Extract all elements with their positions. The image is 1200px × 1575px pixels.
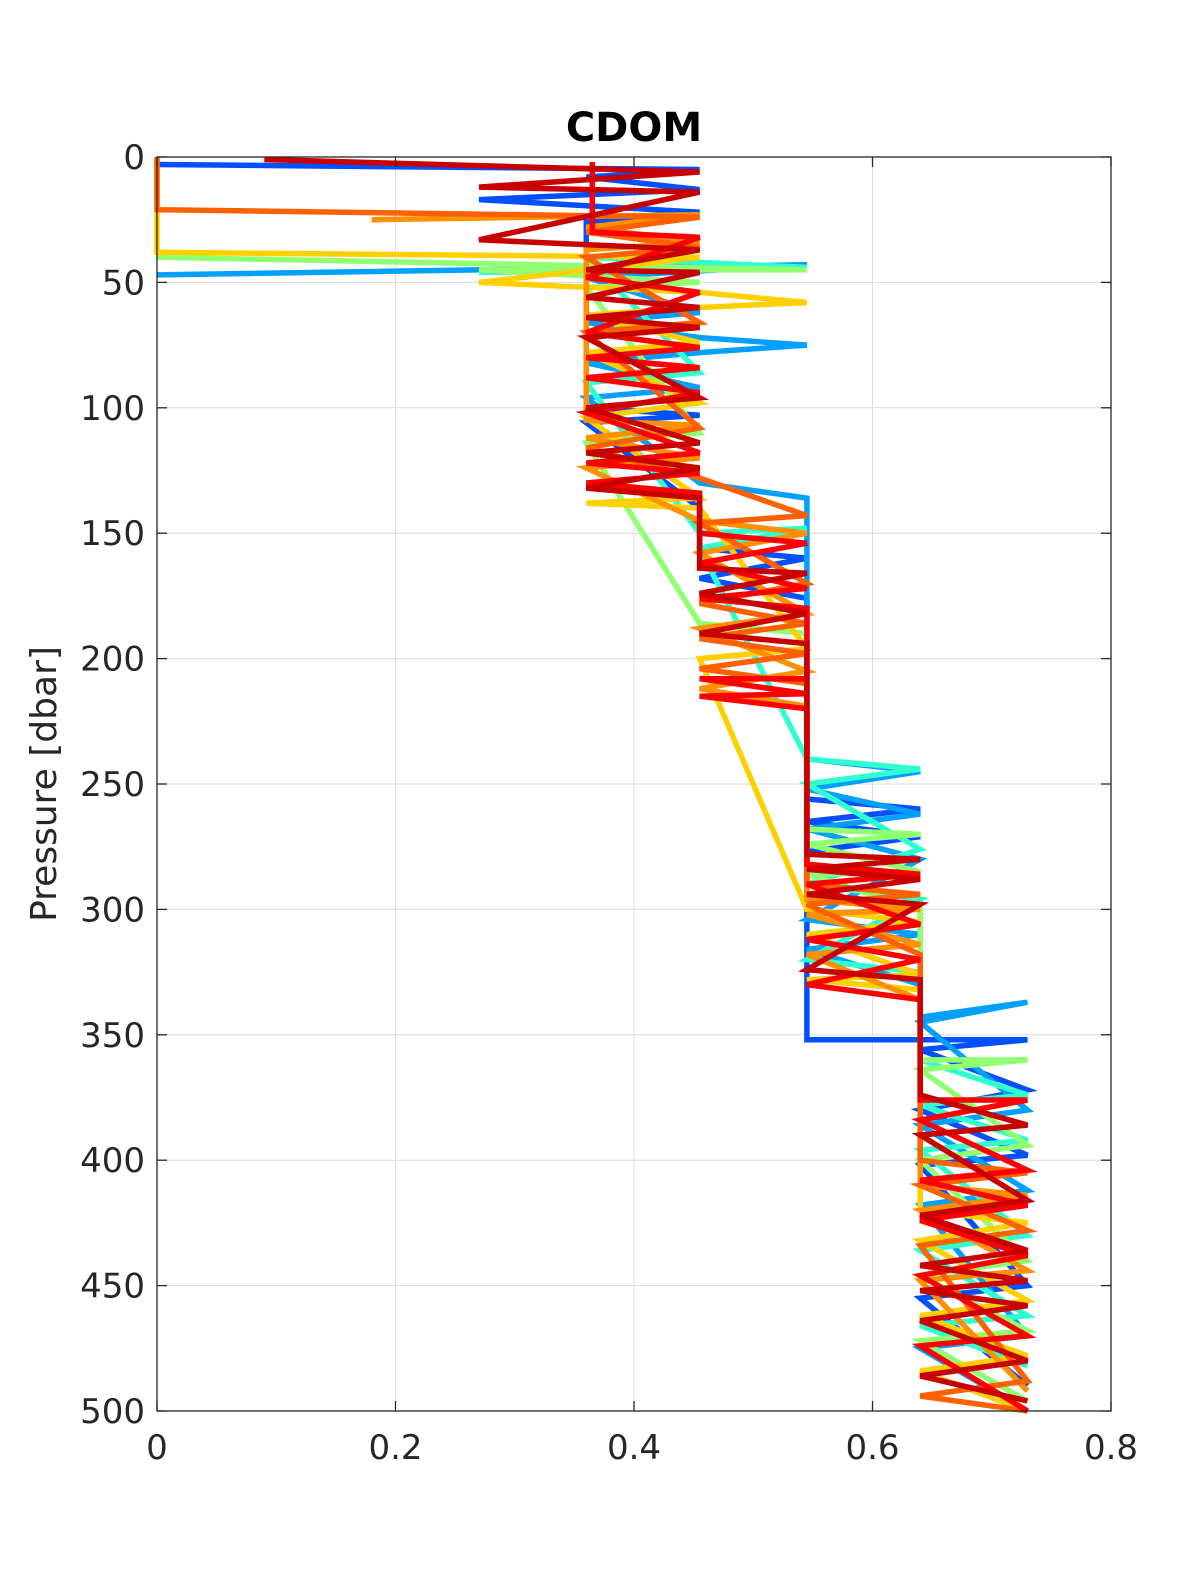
- x-tick-label: 0.4: [607, 1428, 661, 1468]
- y-tick-label: 400: [80, 1141, 145, 1181]
- y-tick-label: 250: [80, 765, 145, 805]
- y-tick-label: 500: [80, 1392, 145, 1432]
- profile-line-9: [264, 156, 1036, 1404]
- y-tick-label: 450: [80, 1267, 145, 1307]
- y-tick-label: 0: [123, 138, 145, 178]
- axis-ticks: [156, 156, 1112, 1412]
- x-tick-label: 0: [146, 1428, 168, 1468]
- chart-title: CDOM: [566, 105, 702, 151]
- y-tick-labels: 0 50 100 150 200 250 300 350 400 450 500: [80, 138, 145, 1432]
- x-tick-label: 0.6: [845, 1428, 899, 1468]
- y-tick-label: 300: [80, 890, 145, 930]
- y-axis-label: Pressure [dbar]: [24, 646, 65, 922]
- profile-line-8: [575, 162, 1038, 1414]
- y-tick-label: 50: [102, 263, 145, 303]
- x-tick-label: 0.8: [1084, 1428, 1138, 1468]
- y-tick-label: 350: [80, 1016, 145, 1056]
- data-series: [154, 156, 1038, 1414]
- x-tick-labels: 0 0.2 0.4 0.6 0.8: [146, 1428, 1138, 1468]
- y-tick-label: 100: [80, 389, 145, 429]
- profile-line-2: [156, 262, 1036, 1414]
- x-tick-label: 0.2: [368, 1428, 422, 1468]
- y-tick-label: 200: [80, 640, 145, 680]
- y-tick-label: 150: [80, 514, 145, 554]
